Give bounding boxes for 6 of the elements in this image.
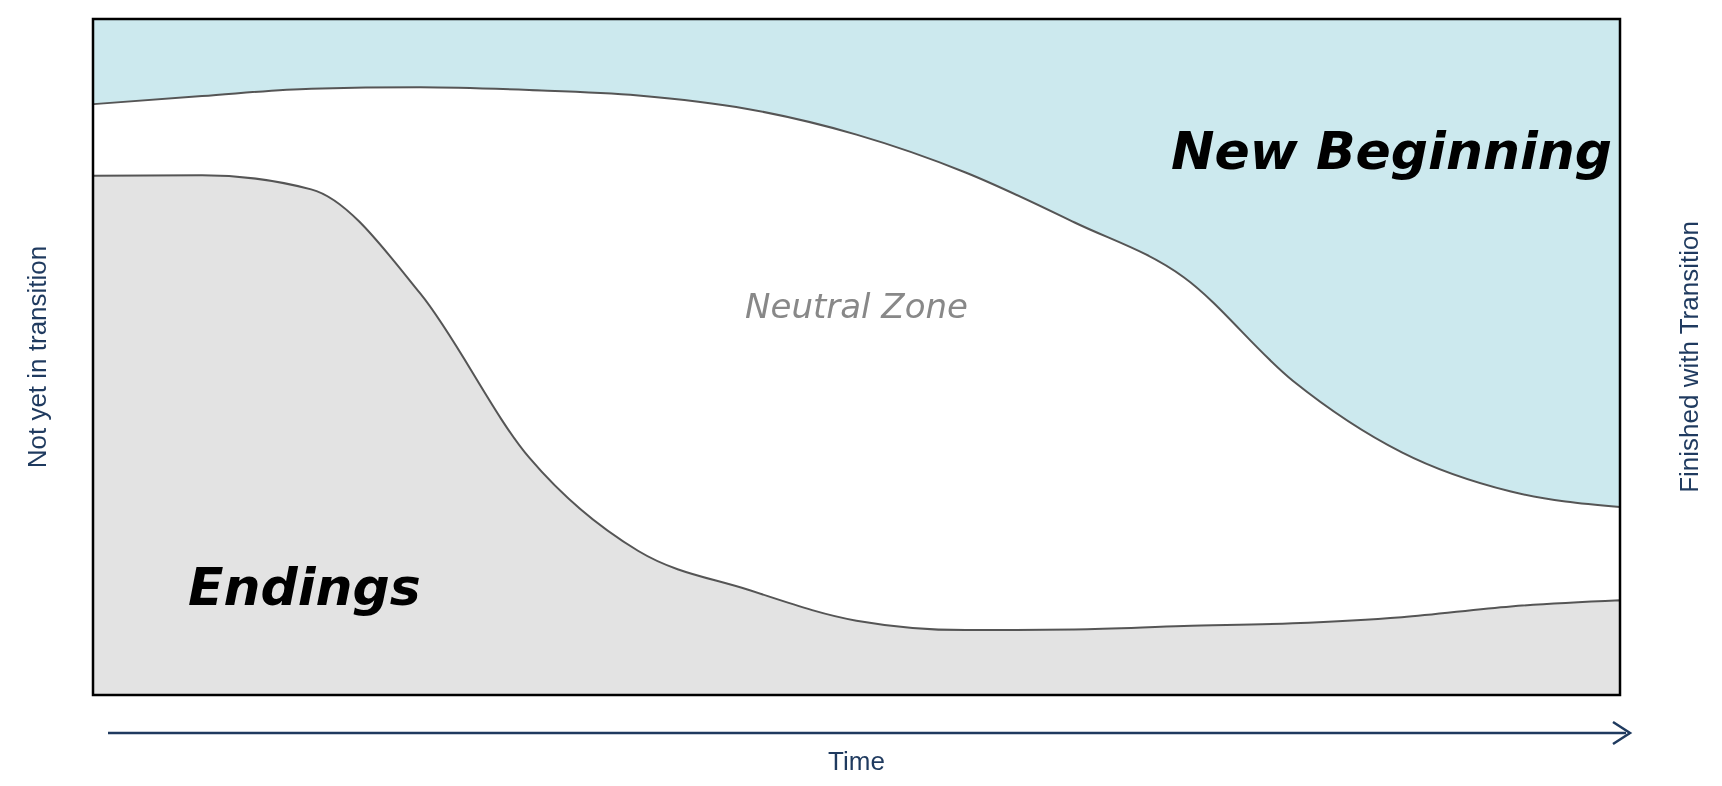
x-axis-title: Time [828,746,885,776]
series-label: Neutral Zone [745,285,968,326]
series-label: New Beginning [1171,121,1612,181]
series-label: Endings [188,557,421,618]
y-axis-title: Not yet in transition [22,245,52,469]
y2-axis-title: Finished with Transition [1674,221,1704,493]
